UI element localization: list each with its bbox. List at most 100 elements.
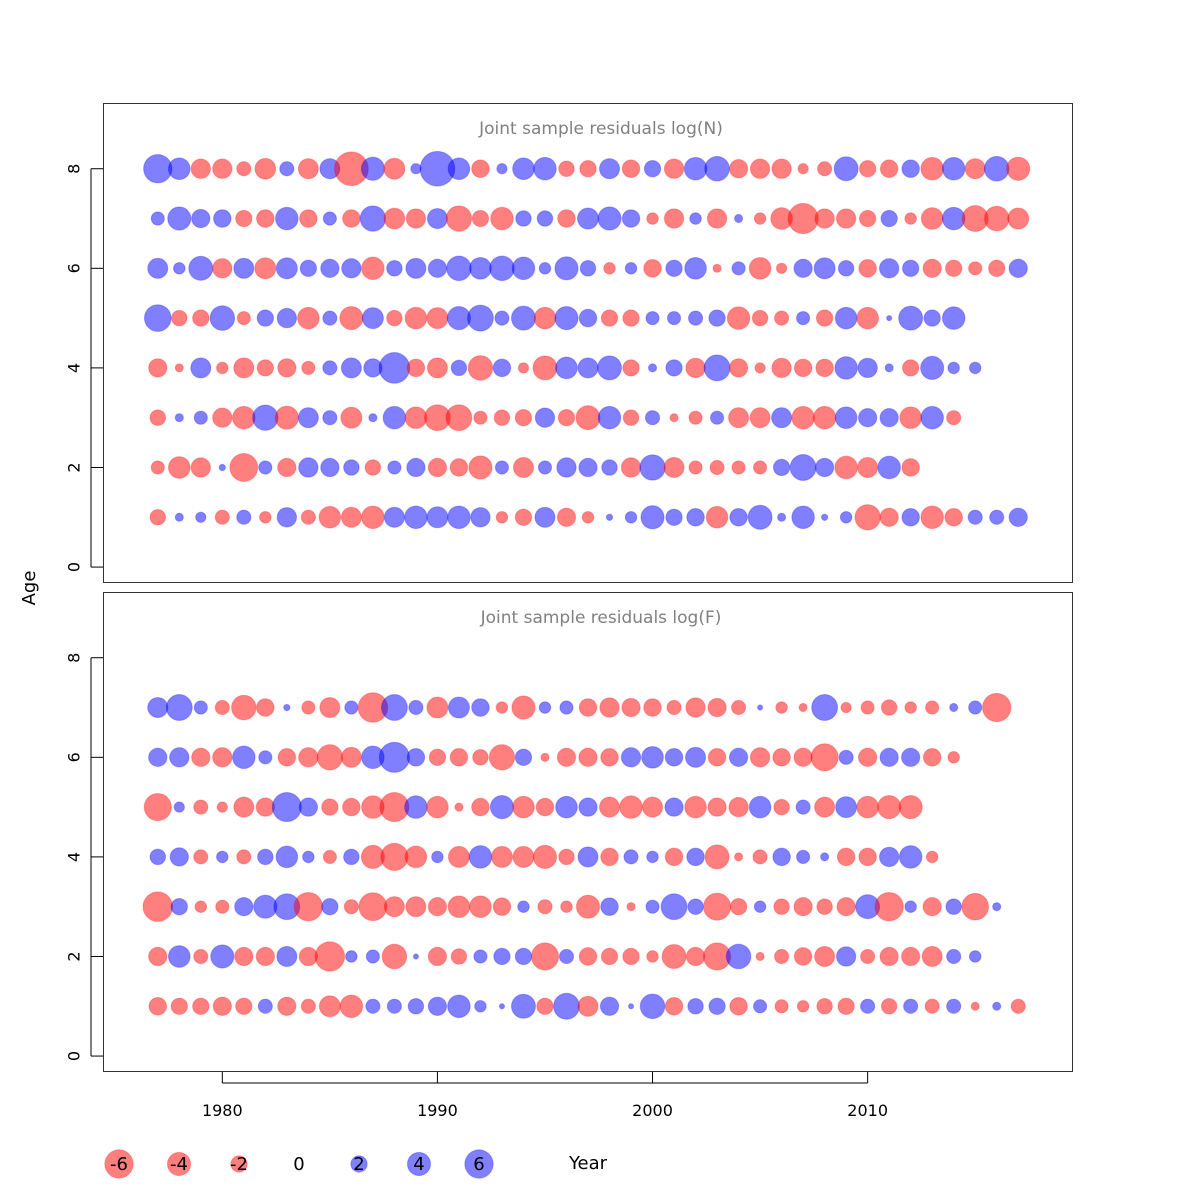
residual-bubble [599, 697, 620, 718]
residual-bubble [271, 792, 302, 823]
residual-bubble [728, 747, 749, 767]
residual-bubble [404, 306, 428, 330]
residual-bubble [797, 163, 809, 175]
residual-bubble [856, 306, 879, 330]
residual-bubble [704, 155, 730, 182]
residual-bubble [941, 206, 966, 231]
residual-bubble [236, 849, 252, 865]
residual-bubble [599, 996, 620, 1016]
residual-bubble [835, 208, 857, 229]
residual-bubble [579, 260, 597, 277]
residual-bubble [706, 208, 728, 229]
residual-bubble [386, 309, 403, 327]
residual-bubble [705, 505, 729, 529]
residual-bubble [886, 315, 893, 322]
residual-bubble [169, 747, 190, 768]
residual-bubble [277, 457, 297, 478]
residual-bubble [857, 408, 878, 428]
residual-bubble [447, 505, 471, 530]
legend-bubble [230, 1155, 248, 1173]
y-tick-label: 4 [65, 363, 84, 373]
residual-bubble [664, 748, 684, 767]
residual-bubble [474, 999, 487, 1013]
panel-bottom-title: Joint sample residuals log(F) [480, 608, 722, 628]
residual-bubble [624, 510, 638, 524]
residual-bubble [340, 746, 362, 768]
residual-bubble [536, 210, 554, 227]
residual-bubble [707, 797, 727, 817]
residual-bubble [279, 161, 295, 177]
residual-bubble [412, 953, 420, 960]
residual-bubble [302, 850, 315, 864]
residual-bubble [405, 257, 427, 279]
y-axis-title: Age [19, 571, 40, 606]
residual-bubble [815, 358, 834, 378]
residual-bubble [756, 704, 764, 711]
residual-bubble [920, 207, 944, 230]
residual-bubble [365, 949, 381, 964]
residual-bubble [857, 357, 878, 379]
residual-bubble [773, 948, 790, 965]
residual-bubble [174, 413, 184, 423]
residual-bubble [233, 796, 255, 818]
residual-bubble [703, 354, 731, 382]
residual-bubble [665, 259, 683, 278]
residual-bubble [664, 797, 684, 817]
residual-bubble [968, 950, 982, 963]
residual-bubble [188, 255, 214, 281]
residual-bubble [798, 702, 808, 713]
residual-bubble [961, 892, 990, 921]
residual-bubble [728, 159, 749, 179]
residual-bubble [165, 694, 193, 721]
panel-top-title: Joint sample residuals log(N) [478, 119, 723, 139]
residual-bubble [835, 946, 857, 967]
residual-bubble [992, 902, 1002, 912]
residual-bubble [235, 209, 253, 228]
residual-bubble [605, 513, 614, 521]
residual-bubble [900, 747, 921, 767]
legend-item: 4 [406, 1151, 432, 1177]
residual-bubble [988, 259, 1006, 278]
residual-bubble [515, 210, 532, 227]
residual-bubble [622, 309, 640, 327]
residual-bubble [428, 748, 447, 767]
residual-bubble [877, 795, 902, 820]
residual-bubble [639, 454, 666, 481]
residual-bubble [299, 259, 318, 278]
residual-bubble [920, 405, 944, 430]
residual-bubble [814, 208, 835, 229]
residual-bubble [749, 158, 771, 179]
residual-bubble [946, 410, 962, 426]
panel-1-bubbles [143, 150, 1031, 531]
residual-bubble [857, 456, 879, 479]
axes-layer: 0 2 4 6 8 0 2 4 6 8 1980 1990 2000 2010 [65, 164, 889, 1120]
legend-item: 6 [464, 1149, 494, 1179]
residual-bubble [212, 258, 233, 279]
residual-bubble [212, 158, 233, 179]
residual-bubble [600, 897, 619, 916]
residual-bubble [532, 355, 558, 381]
residual-bubble [577, 846, 599, 868]
residual-bubble [472, 749, 489, 766]
residual-bubble [665, 508, 683, 526]
residual-bubble [554, 306, 579, 331]
legend-label: -6 [110, 1154, 128, 1175]
residual-bubble [190, 457, 212, 478]
residual-bubble [838, 749, 854, 765]
residual-bubble [949, 702, 959, 713]
y-tick-label: 0 [65, 562, 84, 572]
residual-bubble [343, 459, 360, 476]
residual-bubble [142, 891, 174, 922]
residual-bubble [968, 361, 982, 375]
residual-bubble [627, 1003, 635, 1010]
residual-bubble [426, 207, 448, 230]
residual-bubble [322, 310, 338, 326]
residual-bubble [514, 947, 533, 966]
residual-bubble [837, 260, 855, 277]
residual-bubble [643, 698, 662, 717]
residual-bubble [879, 408, 899, 428]
residual-bubble [534, 506, 556, 528]
residual-bubble [257, 998, 273, 1014]
residual-bubble [640, 505, 665, 530]
residual-bubble [920, 505, 944, 530]
